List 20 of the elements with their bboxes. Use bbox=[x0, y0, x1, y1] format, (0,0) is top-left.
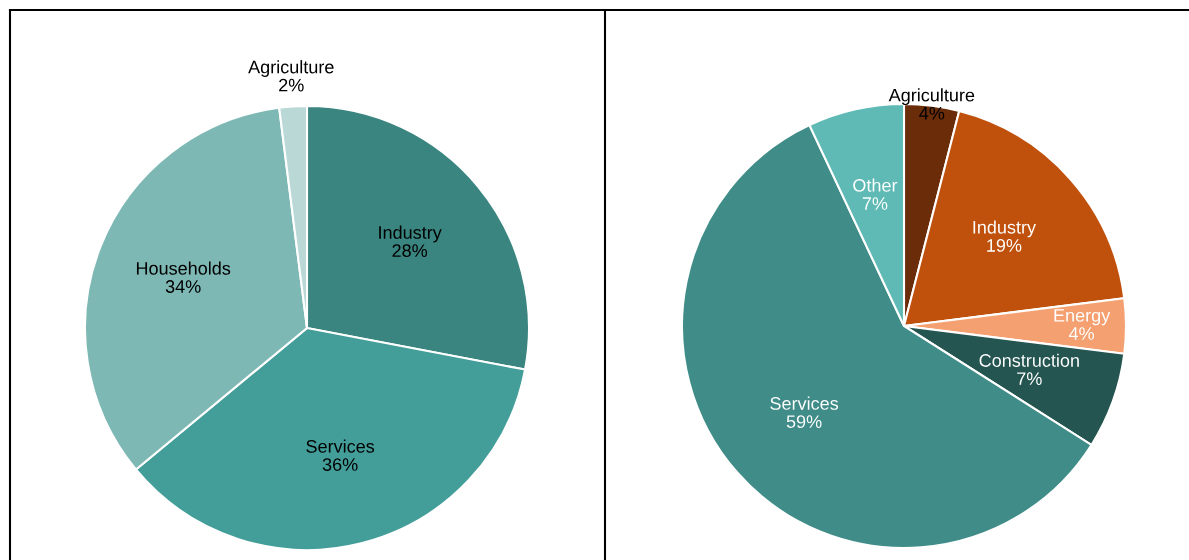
data-label: 4% bbox=[919, 106, 945, 120]
slice-label: Energy bbox=[1054, 309, 1111, 326]
data-label: 28% bbox=[392, 244, 428, 258]
slice-label: Services bbox=[770, 396, 839, 410]
data-label: 59% bbox=[786, 415, 822, 428]
slice-label: Services bbox=[306, 439, 375, 453]
slice-label: Industry bbox=[973, 220, 1036, 238]
slice-label: Other bbox=[853, 178, 898, 192]
slice-label: Construction bbox=[979, 353, 1079, 367]
slice-label: Households bbox=[136, 261, 231, 275]
data-label: 36% bbox=[322, 458, 358, 471]
data-label: 19% bbox=[987, 239, 1022, 252]
data-label: 34% bbox=[165, 280, 201, 293]
slice-label: Industry bbox=[379, 225, 442, 243]
data-label: 7% bbox=[862, 197, 888, 210]
data-label: 4% bbox=[1068, 327, 1095, 340]
slice-label: Agriculture bbox=[248, 60, 334, 77]
data-label: 2% bbox=[279, 78, 304, 92]
data-label: 7% bbox=[1017, 372, 1042, 385]
slice-label: Agriculture bbox=[888, 88, 975, 106]
